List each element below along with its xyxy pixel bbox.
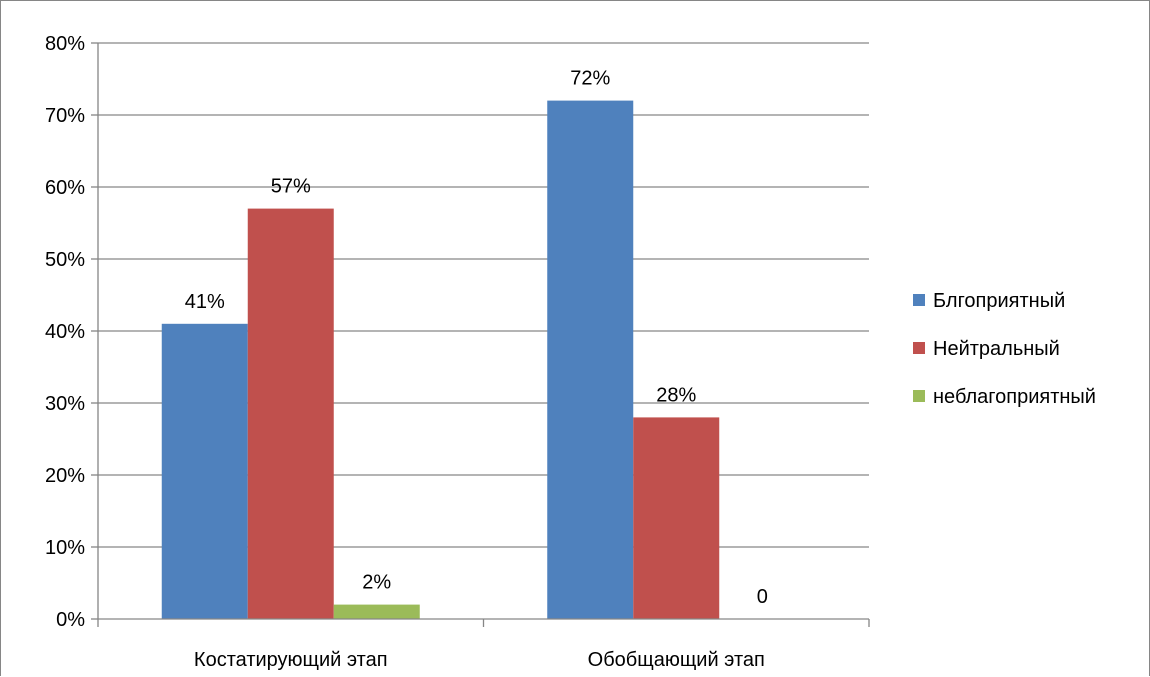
y-tick-label: 30% — [45, 393, 85, 415]
bar — [333, 604, 420, 619]
y-tick-label: 20% — [45, 465, 85, 487]
legend-label: неблагоприятный — [933, 386, 1096, 408]
legend-swatch — [913, 390, 925, 402]
legend-label: Нейтральный — [933, 338, 1060, 360]
y-tick-label: 50% — [45, 249, 85, 271]
data-label: 28% — [656, 384, 696, 406]
legend-swatch — [913, 294, 925, 306]
data-label: 72% — [570, 68, 610, 90]
legend-label: Блгоприятный — [933, 290, 1065, 312]
data-label: 2% — [362, 572, 391, 594]
data-labels: 41% 57% 2% 72% 28% 0 — [185, 68, 768, 608]
axes: 0% 10% 20% 30% 40% 50% 60% 70% 80% Костатирующий … — [45, 33, 870, 671]
y-tick-label: 0% — [56, 609, 85, 631]
data-label: 0 — [757, 586, 768, 608]
y-tick-label: 70% — [45, 105, 85, 127]
y-tick-label: 40% — [45, 321, 85, 343]
bar — [161, 323, 248, 619]
y-tick-label: 60% — [45, 177, 85, 199]
data-label: 41% — [185, 291, 225, 313]
legend: Блгоприятный Нейтральный неблагоприятный — [913, 290, 1096, 408]
legend-swatch — [913, 342, 925, 354]
y-tick-label: 80% — [45, 33, 85, 55]
bar — [633, 417, 720, 619]
data-label: 57% — [271, 176, 311, 198]
bar — [547, 100, 634, 620]
bars — [161, 100, 720, 620]
x-category-label: Костатирующий этап — [194, 649, 388, 671]
y-tick-label: 10% — [45, 537, 85, 559]
bar — [247, 208, 334, 619]
x-category-label: Обобщающий этап — [588, 649, 765, 671]
